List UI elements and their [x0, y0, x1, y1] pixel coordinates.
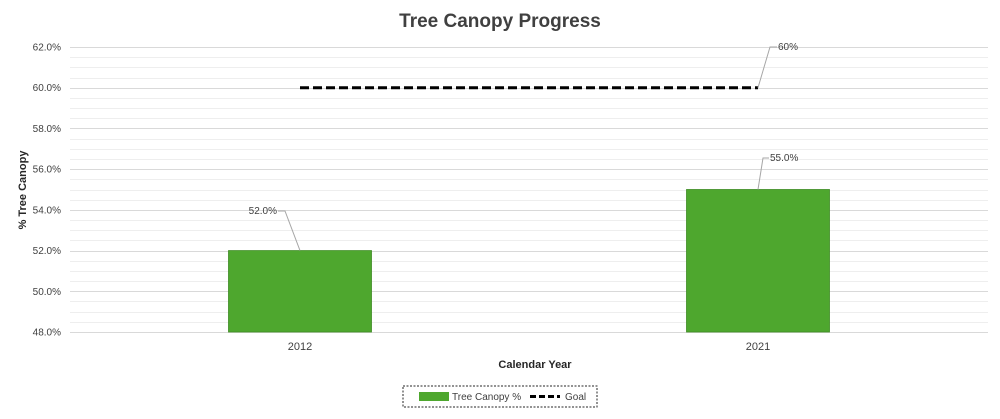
y-tick-label: 58.0%	[33, 124, 61, 135]
y-tick-label: 54.0%	[33, 205, 61, 216]
bars	[228, 189, 830, 333]
x-axis-ticks: 2012 2021	[288, 341, 770, 353]
x-axis-title: Calendar Year	[498, 359, 572, 371]
legend-label-canopy: Tree Canopy %	[452, 392, 521, 403]
y-axis-title: % Tree Canopy	[17, 150, 29, 230]
legend: Tree Canopy % Goal	[402, 385, 598, 408]
gridlines	[70, 47, 988, 333]
legend-box	[402, 385, 598, 408]
legend-label-goal: Goal	[565, 392, 586, 403]
y-tick-label: 52.0%	[33, 246, 61, 257]
leader-line	[278, 210, 301, 251]
goal-label: 60%	[778, 42, 798, 53]
bar	[686, 189, 830, 333]
bar	[228, 250, 372, 333]
y-axis-ticks: 48.0% 50.0% 52.0% 54.0% 56.0% 58.0% 60.0% 62.0%	[33, 43, 61, 339]
data-label: 55.0%	[770, 153, 798, 164]
chart-title: Tree Canopy Progress	[399, 11, 601, 32]
y-tick-label: 48.0%	[33, 328, 61, 339]
data-label: 52.0%	[249, 206, 277, 217]
y-tick-label: 60.0%	[33, 83, 61, 94]
leader-line	[757, 46, 777, 88]
y-tick-label: 50.0%	[33, 287, 61, 298]
x-tick-label: 2012	[288, 341, 312, 353]
y-tick-label: 62.0%	[33, 43, 61, 54]
x-tick-label: 2021	[746, 341, 770, 353]
legend-swatch-canopy	[419, 392, 449, 401]
data-labels: 52.0% 55.0% 60%	[249, 42, 798, 251]
leader-line	[757, 157, 769, 190]
y-tick-label: 56.0%	[33, 165, 61, 176]
